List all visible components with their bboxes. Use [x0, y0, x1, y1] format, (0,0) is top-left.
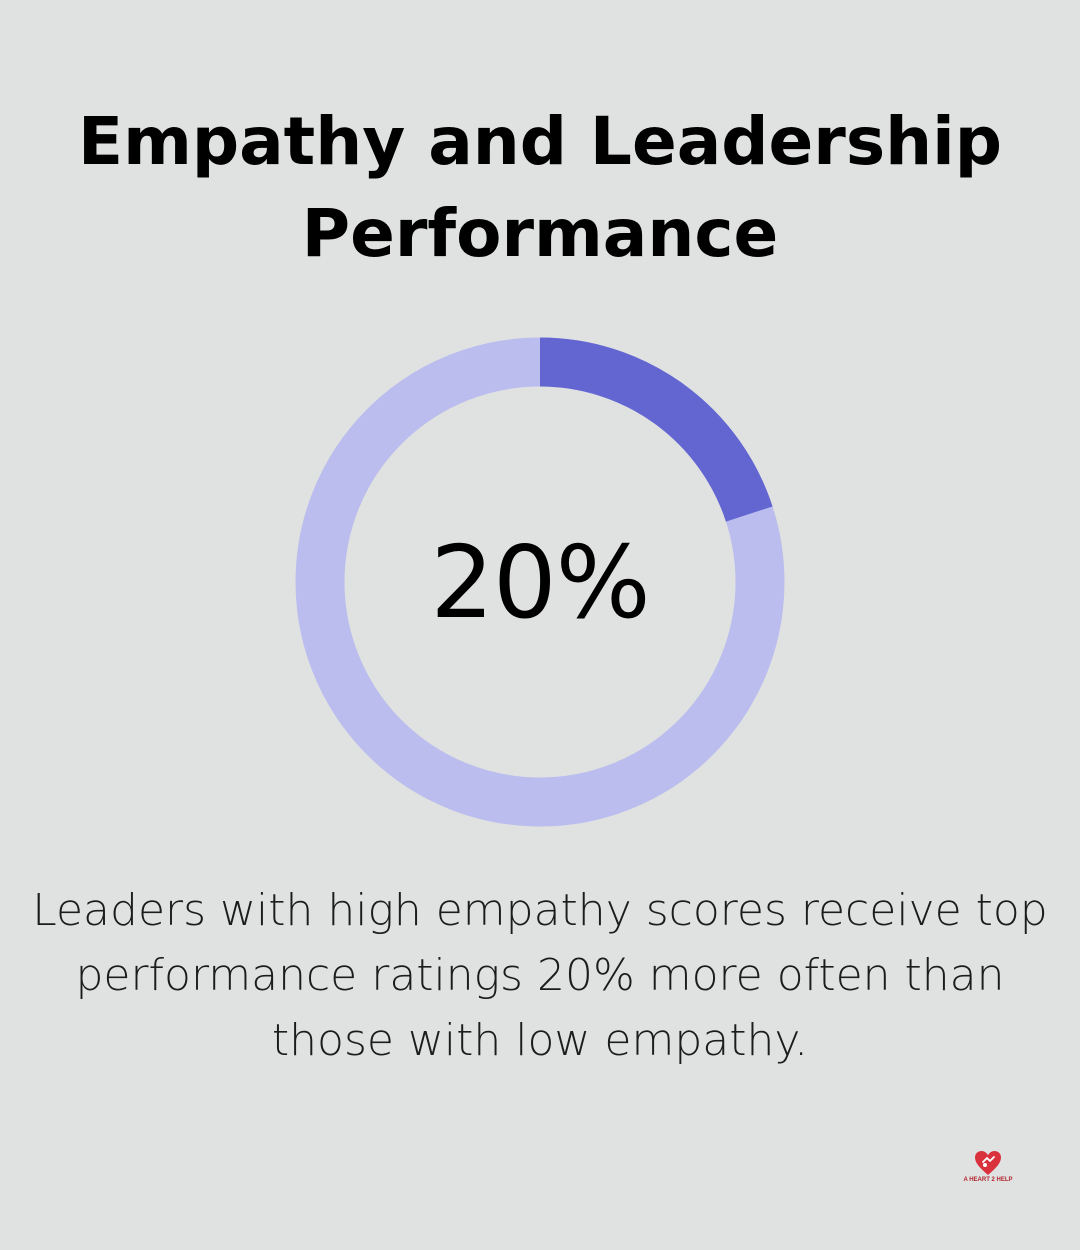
description-line-2: performance ratings 20% more often than [75, 950, 1005, 1001]
donut-center-value: 20% [430, 523, 650, 641]
heart-logo-icon [975, 1151, 1001, 1175]
chart-title-line-2: Performance [301, 195, 779, 272]
donut-chart [295, 337, 785, 827]
chart-title-line-1: Empathy and Leadership [78, 103, 1002, 180]
description-line-3: those with low empathy. [271, 1015, 809, 1066]
donut-highlight-slice [539, 337, 773, 522]
brand-logo-text: A HEART 2 HELP [963, 1177, 1013, 1183]
description-text: Leaders with high empathy scores receive… [30, 878, 1050, 1073]
description-line-1: Leaders with high empathy scores receive… [32, 885, 1048, 936]
chart-title: Empathy and Leadership Performance [40, 96, 1040, 280]
brand-logo: A HEART 2 HELP [958, 1150, 1018, 1190]
